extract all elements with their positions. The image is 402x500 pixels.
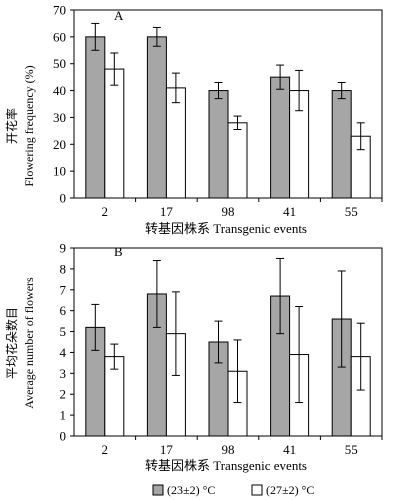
- error-bar-b-s1-41: [295, 305, 304, 404]
- error-bar-a-s0-17: [152, 26, 161, 47]
- error-bar-b-s0-2: [91, 303, 100, 351]
- x-axis-label-a: 转基因株系 Transgenic events: [145, 221, 307, 236]
- y-tick-label-a-0: 0: [60, 191, 67, 206]
- error-bar-b-s1-17: [171, 291, 180, 376]
- bar-a-s0-55: [331, 90, 352, 199]
- bar-a-s1-98: [227, 122, 248, 199]
- bar-a-s0-17: [146, 36, 167, 199]
- x-tick-label-b-1: 17: [160, 442, 174, 457]
- error-bar-a-s0-41: [276, 64, 285, 90]
- y-tick-label-b-5: 5: [60, 324, 67, 339]
- bar-a-s1-17: [165, 87, 186, 199]
- chart-panel-a: A 开花率 Flowering frequency (%) 转基因株系 Tran…: [4, 3, 383, 236]
- y-tick-label-a-2: 20: [53, 137, 66, 152]
- y-axis-label-cn-a: 开花率: [4, 108, 19, 144]
- error-bar-a-s0-2: [91, 22, 100, 51]
- legend-label-23c: (23±2) °C: [167, 483, 215, 497]
- y-tick-label-b-8: 8: [60, 261, 67, 276]
- y-tick-label-a-1: 10: [53, 164, 66, 179]
- error-bar-a-s1-55: [356, 122, 365, 151]
- error-bar-a-s0-98: [214, 82, 223, 100]
- y-tick-label-b-7: 7: [60, 282, 67, 297]
- error-bar-b-s0-55: [337, 270, 346, 368]
- x-tick-label-a-0: 2: [102, 204, 109, 219]
- x-tick-label-b-4: 55: [345, 442, 358, 457]
- x-tick-label-a-1: 17: [160, 204, 174, 219]
- y-tick-label-a-5: 50: [53, 56, 66, 71]
- y-tick-label-a-4: 40: [53, 83, 66, 98]
- y-axis-label-cn-b: 平均花朵数目: [4, 307, 19, 379]
- x-tick-label-a-4: 55: [345, 204, 358, 219]
- legend-swatch-23c: [152, 484, 164, 496]
- y-tick-label-b-6: 6: [60, 303, 67, 318]
- bar-a-s0-2: [85, 36, 106, 199]
- error-bar-b-s0-98: [214, 320, 223, 364]
- x-axis-label-b: 转基因株系 Transgenic events: [145, 458, 307, 473]
- y-tick-label-b-1: 1: [60, 408, 67, 423]
- legend-label-27c: (27±2) °C: [266, 483, 314, 497]
- error-bar-a-s1-17: [171, 72, 180, 104]
- y-tick-label-b-0: 0: [60, 429, 67, 444]
- legend: (23±2) °C (27±2) °C: [152, 483, 314, 497]
- x-tick-label-b-2: 98: [222, 442, 235, 457]
- panel-label-a: A: [114, 8, 124, 23]
- error-bar-b-s1-55: [356, 322, 365, 391]
- error-bar-a-s1-41: [295, 69, 304, 112]
- bar-a-s0-98: [208, 90, 229, 199]
- error-bar-b-s0-17: [152, 260, 161, 328]
- x-tick-label-a-3: 41: [283, 204, 296, 219]
- y-tick-label-a-6: 60: [53, 29, 66, 44]
- y-axis-label-en-b: Average number of flowers: [22, 277, 36, 409]
- y-tick-label-b-9: 9: [60, 241, 67, 256]
- y-tick-label-b-3: 3: [60, 366, 67, 381]
- y-axis-label-en-a: Flowering frequency (%): [22, 65, 36, 186]
- bar-a-s0-41: [270, 76, 291, 199]
- chart-panel-b: B 平均花朵数目 Average number of flowers 转基因株系…: [4, 241, 383, 473]
- error-bar-b-s1-98: [233, 339, 242, 404]
- panel-label-b: B: [114, 244, 123, 259]
- y-tick-label-a-7: 70: [53, 3, 66, 18]
- x-tick-label-a-2: 98: [222, 204, 235, 219]
- y-tick-label-b-2: 2: [60, 387, 67, 402]
- legend-swatch-27c: [251, 484, 263, 496]
- error-bar-a-s0-55: [337, 82, 346, 100]
- error-bar-a-s1-98: [233, 115, 242, 131]
- x-tick-label-b-3: 41: [283, 442, 296, 457]
- bar-a-s1-2: [104, 68, 125, 199]
- y-tick-label-b-4: 4: [60, 345, 67, 360]
- error-bar-b-s0-41: [276, 257, 285, 335]
- error-bar-a-s1-2: [110, 52, 119, 86]
- error-bar-b-s1-2: [110, 343, 119, 370]
- y-tick-label-a-3: 30: [53, 110, 66, 125]
- x-tick-label-b-0: 2: [102, 442, 109, 457]
